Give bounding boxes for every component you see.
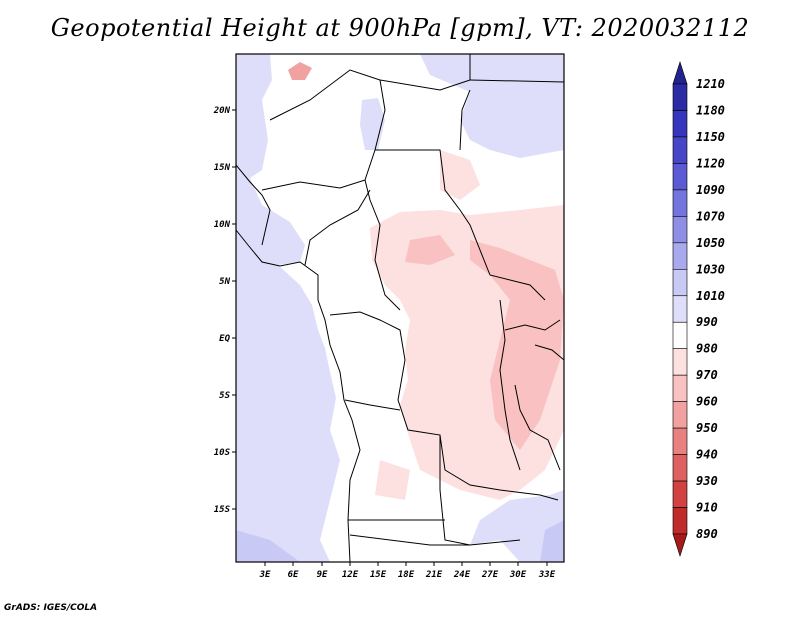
pink-south (375, 460, 410, 500)
lat-label: 10S (214, 448, 231, 458)
colorbar-swatch (672, 83, 688, 111)
north-lavender (420, 54, 564, 158)
colorbar-swatch (672, 401, 688, 429)
colorbar-swatch (672, 136, 688, 164)
height-field (236, 54, 564, 562)
colorbar: 1210 1180 1150 1120 1090 1070 1050 1030 1010 990 9… (672, 61, 725, 557)
chart-title: Geopotential Height at 900hPa [gpm], VT:… (50, 14, 750, 42)
lon-label: 3E (259, 570, 271, 580)
colorbar-label: 1070 (696, 209, 725, 223)
lon-label: 12E (342, 570, 359, 580)
colorbar-swatch (672, 374, 688, 402)
lon-label: 30E (509, 570, 527, 580)
lon-label: 18E (398, 570, 415, 580)
colorbar-label: 1150 (696, 130, 725, 144)
colorbar-label: 960 (696, 395, 718, 409)
coastline (236, 229, 361, 562)
colorbar-swatch (672, 295, 688, 323)
southeast-lavender (470, 490, 564, 562)
colorbar-label: 980 (696, 342, 718, 356)
lon-label: 27E (481, 570, 499, 580)
lon-label: 15E (370, 570, 387, 580)
colorbar-swatch (672, 242, 688, 270)
colorbar-label: 1010 (696, 289, 725, 303)
colorbar-swatch (672, 321, 688, 350)
lat-label: 15S (214, 505, 231, 515)
longitude-axis: 3E 6E 9E 12E 15E 18E 21E 24E 27E 30E 33E (259, 562, 556, 580)
darker-pink-shading (470, 240, 564, 450)
lon-label: 6E (288, 570, 299, 580)
colorbar-swatch (672, 348, 688, 376)
map-frame (235, 53, 565, 563)
colorbar-label: 1180 (696, 103, 725, 117)
colorbar-swatch (672, 454, 688, 482)
latitude-axis: 20N 15N 10N 5N EQ 5S 10S 15S (213, 106, 236, 515)
colorbar-bottom-arrow (672, 533, 688, 557)
lat-label: 20N (213, 106, 231, 116)
credit-text: GrADS: IGES/COLA (4, 603, 98, 613)
colorbar-label: 1210 (696, 77, 725, 91)
colorbar-swatch (672, 507, 688, 535)
lon-label: 24E (453, 570, 471, 580)
colorbar-swatch (672, 427, 688, 455)
colorbar-label: 1090 (696, 183, 725, 197)
lat-label: 10N (214, 220, 231, 230)
colorbar-label: 1050 (696, 236, 725, 250)
colorbar-swatch (672, 480, 688, 508)
colorbar-label: 950 (696, 421, 718, 435)
borders (236, 54, 564, 562)
colorbar-label: 990 (696, 315, 718, 329)
colorbar-label: 970 (696, 368, 718, 382)
darker-pink-west (405, 235, 455, 265)
lat-label: 15N (214, 163, 231, 173)
lat-label: EQ (219, 334, 230, 344)
deep-ocean-shading (236, 530, 300, 562)
colorbar-swatch (672, 216, 688, 244)
lon-label: 21E (425, 570, 443, 580)
lon-label: 33E (538, 570, 556, 580)
colorbar-swatch (672, 189, 688, 217)
colorbar-label: 1120 (696, 156, 725, 170)
colorbar-swatch (672, 268, 688, 297)
colorbar-swatch (672, 163, 688, 191)
ocean-shading (236, 54, 340, 562)
lat-label: 5N (219, 277, 230, 287)
colorbar-label: 910 (696, 501, 718, 515)
colorbar-swatch (672, 110, 688, 138)
colorbar-top-arrow (672, 61, 688, 85)
colorbar-label: 930 (696, 474, 718, 488)
pink-nw-spot (288, 62, 312, 80)
pink-north (440, 150, 480, 200)
colorbar-label: 1030 (696, 262, 725, 276)
colorbar-label: 940 (696, 448, 718, 462)
lat-label: 5S (219, 391, 230, 401)
lon-label: 9E (317, 570, 328, 580)
colorbar-label: 890 (696, 527, 718, 541)
southeast-deep (540, 520, 564, 562)
